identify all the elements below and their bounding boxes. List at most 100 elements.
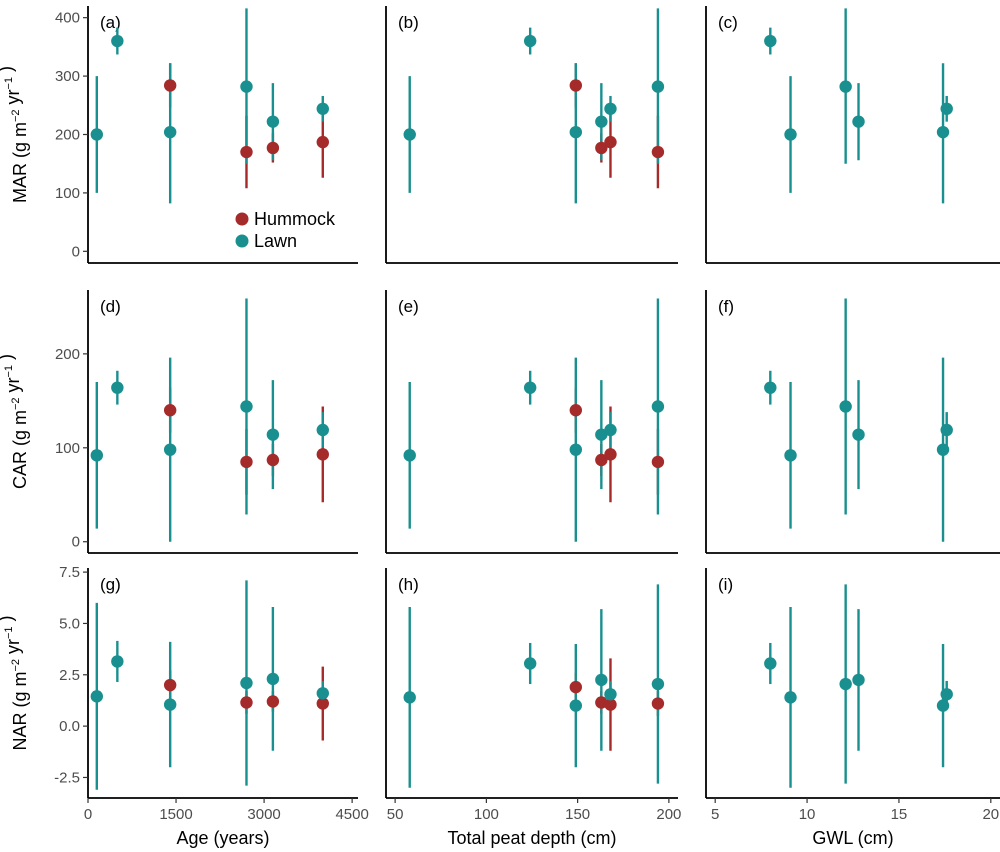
data-point-lawn [523, 381, 537, 394]
data-point-hummock [163, 678, 177, 692]
data-point-lawn [651, 400, 665, 413]
data-point-lawn [604, 423, 617, 437]
data-point-lawn [839, 80, 852, 93]
data-point-hummock [316, 697, 329, 710]
data-point-lawn [784, 128, 797, 141]
x-tick-label: 0 [84, 806, 92, 823]
data-point-hummock [163, 79, 177, 92]
panel-d: 0 100 200 (d) [55, 290, 358, 554]
data-point-lawn [163, 443, 177, 456]
data-point-hummock [266, 695, 280, 708]
data-point-lawn [316, 102, 329, 116]
y-tick-label: 2.5 [59, 667, 80, 684]
data-point-lawn [111, 655, 124, 668]
panel-f: (f) [705, 290, 1000, 554]
data-point-hummock [240, 455, 253, 469]
data-point-lawn [266, 115, 280, 128]
data-point-lawn [852, 115, 865, 128]
panel-label: (f) [718, 297, 734, 316]
data-point-lawn [240, 676, 253, 690]
data-point-lawn [764, 34, 777, 48]
legend-label-lawn: Lawn [254, 231, 297, 251]
data-point-lawn [940, 102, 953, 116]
data-point-lawn [940, 688, 953, 701]
data-point-lawn [163, 125, 177, 139]
data-point-lawn [240, 400, 253, 413]
panel-label: (d) [100, 297, 121, 316]
data-point-hummock [569, 404, 582, 417]
data-point-lawn [595, 673, 608, 687]
data-point-lawn [90, 690, 104, 703]
y-tick-label: 400 [55, 10, 80, 27]
data-point-hummock [651, 145, 665, 159]
x-tick-label: 10 [799, 806, 816, 823]
data-point-hummock [266, 141, 280, 155]
legend-label-hummock: Hummock [254, 209, 336, 229]
data-point-lawn [266, 428, 280, 441]
x-tick-label: 100 [474, 806, 499, 823]
y-tick-label: 300 [55, 68, 80, 85]
data-point-hummock [595, 453, 608, 467]
data-point-lawn [764, 657, 777, 670]
panel-g: -2.5 0.0 2.5 5.0 7.5 0 1500 3000 4500 Age (years)… [54, 564, 369, 848]
panel-label: (c) [718, 13, 738, 32]
data-point-hummock [651, 697, 665, 710]
data-point-hummock [604, 448, 617, 461]
x-axis-label-1: Total peat depth (cm) [447, 828, 616, 848]
data-point-lawn [403, 691, 416, 704]
panel-h: 50 100 150 200 Total peat depth (cm) (h) [385, 568, 681, 848]
x-tick-label: 1500 [159, 806, 192, 823]
x-tick-label: 150 [565, 806, 590, 823]
x-tick-label: 3000 [247, 806, 280, 823]
y-tick-label: 0 [72, 243, 80, 260]
y-axis-label-0: MAR (g m−2 yr−1 ) [0, 66, 30, 203]
data-point-lawn [569, 699, 582, 712]
data-point-hummock [240, 145, 253, 159]
panel-label: (g) [100, 575, 121, 594]
data-point-lawn [163, 698, 177, 711]
y-tick-label: 200 [55, 127, 80, 144]
y-tick-label: 7.5 [59, 564, 80, 581]
data-point-lawn [936, 699, 950, 712]
data-point-hummock [604, 698, 617, 711]
y-tick-label: 100 [55, 185, 80, 202]
panel-label: (i) [718, 575, 733, 594]
data-point-hummock [163, 404, 177, 417]
data-point-lawn [403, 128, 416, 141]
data-point-lawn [569, 125, 582, 139]
data-point-lawn [90, 128, 104, 141]
data-point-lawn [852, 428, 865, 441]
data-point-lawn [523, 657, 537, 670]
data-point-hummock [240, 696, 253, 709]
y-tick-label: 0 [72, 534, 80, 551]
data-point-lawn [595, 428, 608, 441]
legend-key-lawn [235, 234, 249, 248]
panel-label: (h) [398, 575, 419, 594]
data-point-lawn [784, 691, 797, 704]
data-point-lawn [316, 687, 329, 700]
x-tick-label: 5 [711, 806, 719, 823]
y-axis-label-2: NAR (g m−2 yr−1 ) [0, 615, 30, 750]
data-point-lawn [90, 449, 104, 462]
x-tick-label: 20 [982, 806, 999, 823]
y-axis-label-1: CAR (g m−2 yr−1 ) [0, 354, 30, 489]
data-point-hummock [569, 680, 582, 694]
panel-label: (a) [100, 13, 121, 32]
data-point-hummock [604, 135, 617, 149]
x-axis-label-2: GWL (cm) [812, 828, 893, 848]
data-point-hummock [316, 448, 329, 461]
y-tick-label: 200 [55, 346, 80, 363]
panel-e: (e) [385, 290, 678, 554]
data-point-lawn [604, 688, 617, 701]
legend-key-hummock [235, 212, 249, 226]
data-point-lawn [764, 381, 777, 394]
data-point-lawn [240, 80, 253, 93]
panel-c: (c) [705, 6, 1000, 264]
data-point-lawn [111, 381, 124, 394]
data-point-lawn [936, 443, 950, 456]
y-tick-label: 0.0 [59, 718, 80, 735]
data-point-lawn [604, 102, 617, 116]
data-point-lawn [111, 34, 124, 48]
x-tick-label: 15 [891, 806, 908, 823]
